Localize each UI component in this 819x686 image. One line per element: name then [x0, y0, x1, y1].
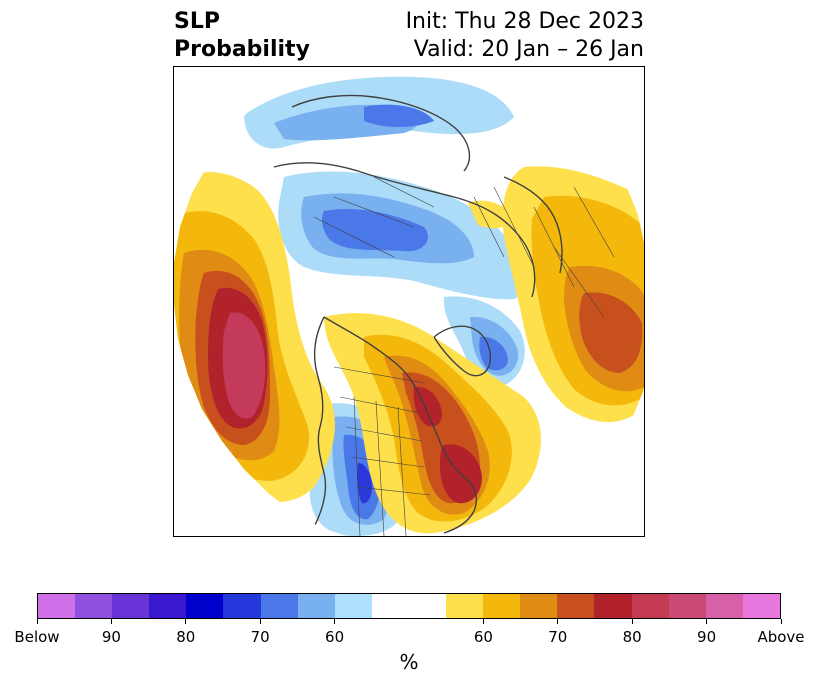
colorbar-tick-mark — [110, 619, 112, 624]
colorbar-tick-mark — [36, 619, 38, 624]
colorbar-swatch — [334, 594, 372, 618]
colorbar-tick-mark — [780, 619, 782, 624]
colorbar-tick-label: 90 — [697, 628, 717, 646]
probability-shading — [174, 76, 644, 536]
above-zone-eurasia-80 — [579, 292, 643, 373]
colorbar-swatch — [705, 594, 743, 618]
colorbar-tick-label: 70 — [548, 628, 568, 646]
below-zone-siberia-80 — [321, 208, 428, 252]
colorbar-tick-label: 60 — [325, 628, 345, 646]
colorbar-tick-label: 60 — [473, 628, 493, 646]
colorbar-swatch — [520, 594, 558, 618]
map-title: SLP Probability — [174, 8, 310, 64]
colorbar-tick-label: Below — [14, 628, 60, 646]
colorbar-tick-label: 90 — [101, 628, 121, 646]
colorbar-swatch — [742, 594, 780, 618]
colorbar-tick-mark — [334, 619, 336, 624]
init-date: Init: Thu 28 Dec 2023 — [405, 9, 644, 34]
colorbar — [37, 593, 781, 619]
colorbar-tick-label: 80 — [176, 628, 196, 646]
below-zone-scandinavia — [364, 104, 434, 127]
colorbar-tick-mark — [631, 619, 633, 624]
colorbar-swatch — [446, 594, 484, 618]
colorbar-swatch — [483, 594, 521, 618]
colorbar-swatch — [371, 594, 447, 618]
colorbar-swatch — [38, 594, 76, 618]
below-zone-hudson-80 — [479, 336, 508, 371]
colorbar-tick-mark — [185, 619, 187, 624]
colorbar-swatch — [223, 594, 261, 618]
colorbar-swatch — [297, 594, 335, 618]
map-dates: Init: Thu 28 Dec 2023 Valid: 20 Jan – 26… — [406, 8, 644, 64]
colorbar-swatch — [149, 594, 187, 618]
colorbar-tick-label: Above — [757, 628, 805, 646]
colorbar-swatch — [75, 594, 113, 618]
colorbar-swatch — [260, 594, 298, 618]
colorbar-swatch — [557, 594, 595, 618]
title-variable: SLP — [174, 9, 220, 34]
colorbar-swatch — [631, 594, 669, 618]
colorbar-swatch — [186, 594, 224, 618]
colorbar-swatch — [594, 594, 632, 618]
colorbar-tick-label: 80 — [622, 628, 642, 646]
title-type: Probability — [174, 37, 310, 62]
colorbar-swatch — [112, 594, 150, 618]
colorbar-tick-mark — [482, 619, 484, 624]
colorbar-tick-label: 70 — [250, 628, 270, 646]
probability-map — [173, 66, 645, 537]
map-canvas — [174, 76, 644, 536]
colorbar-swatch — [668, 594, 706, 618]
above-zone-pacific-max — [222, 312, 266, 419]
colorbar-tick-mark — [259, 619, 261, 624]
colorbar-unit-label: % — [399, 650, 419, 674]
coastlines — [273, 94, 563, 534]
below-zone-us-90 — [357, 463, 372, 504]
colorbar-tick-mark — [557, 619, 559, 624]
valid-range: Valid: 20 Jan – 26 Jan — [413, 37, 644, 62]
borders — [313, 176, 615, 536]
colorbar-tick-mark — [706, 619, 708, 624]
